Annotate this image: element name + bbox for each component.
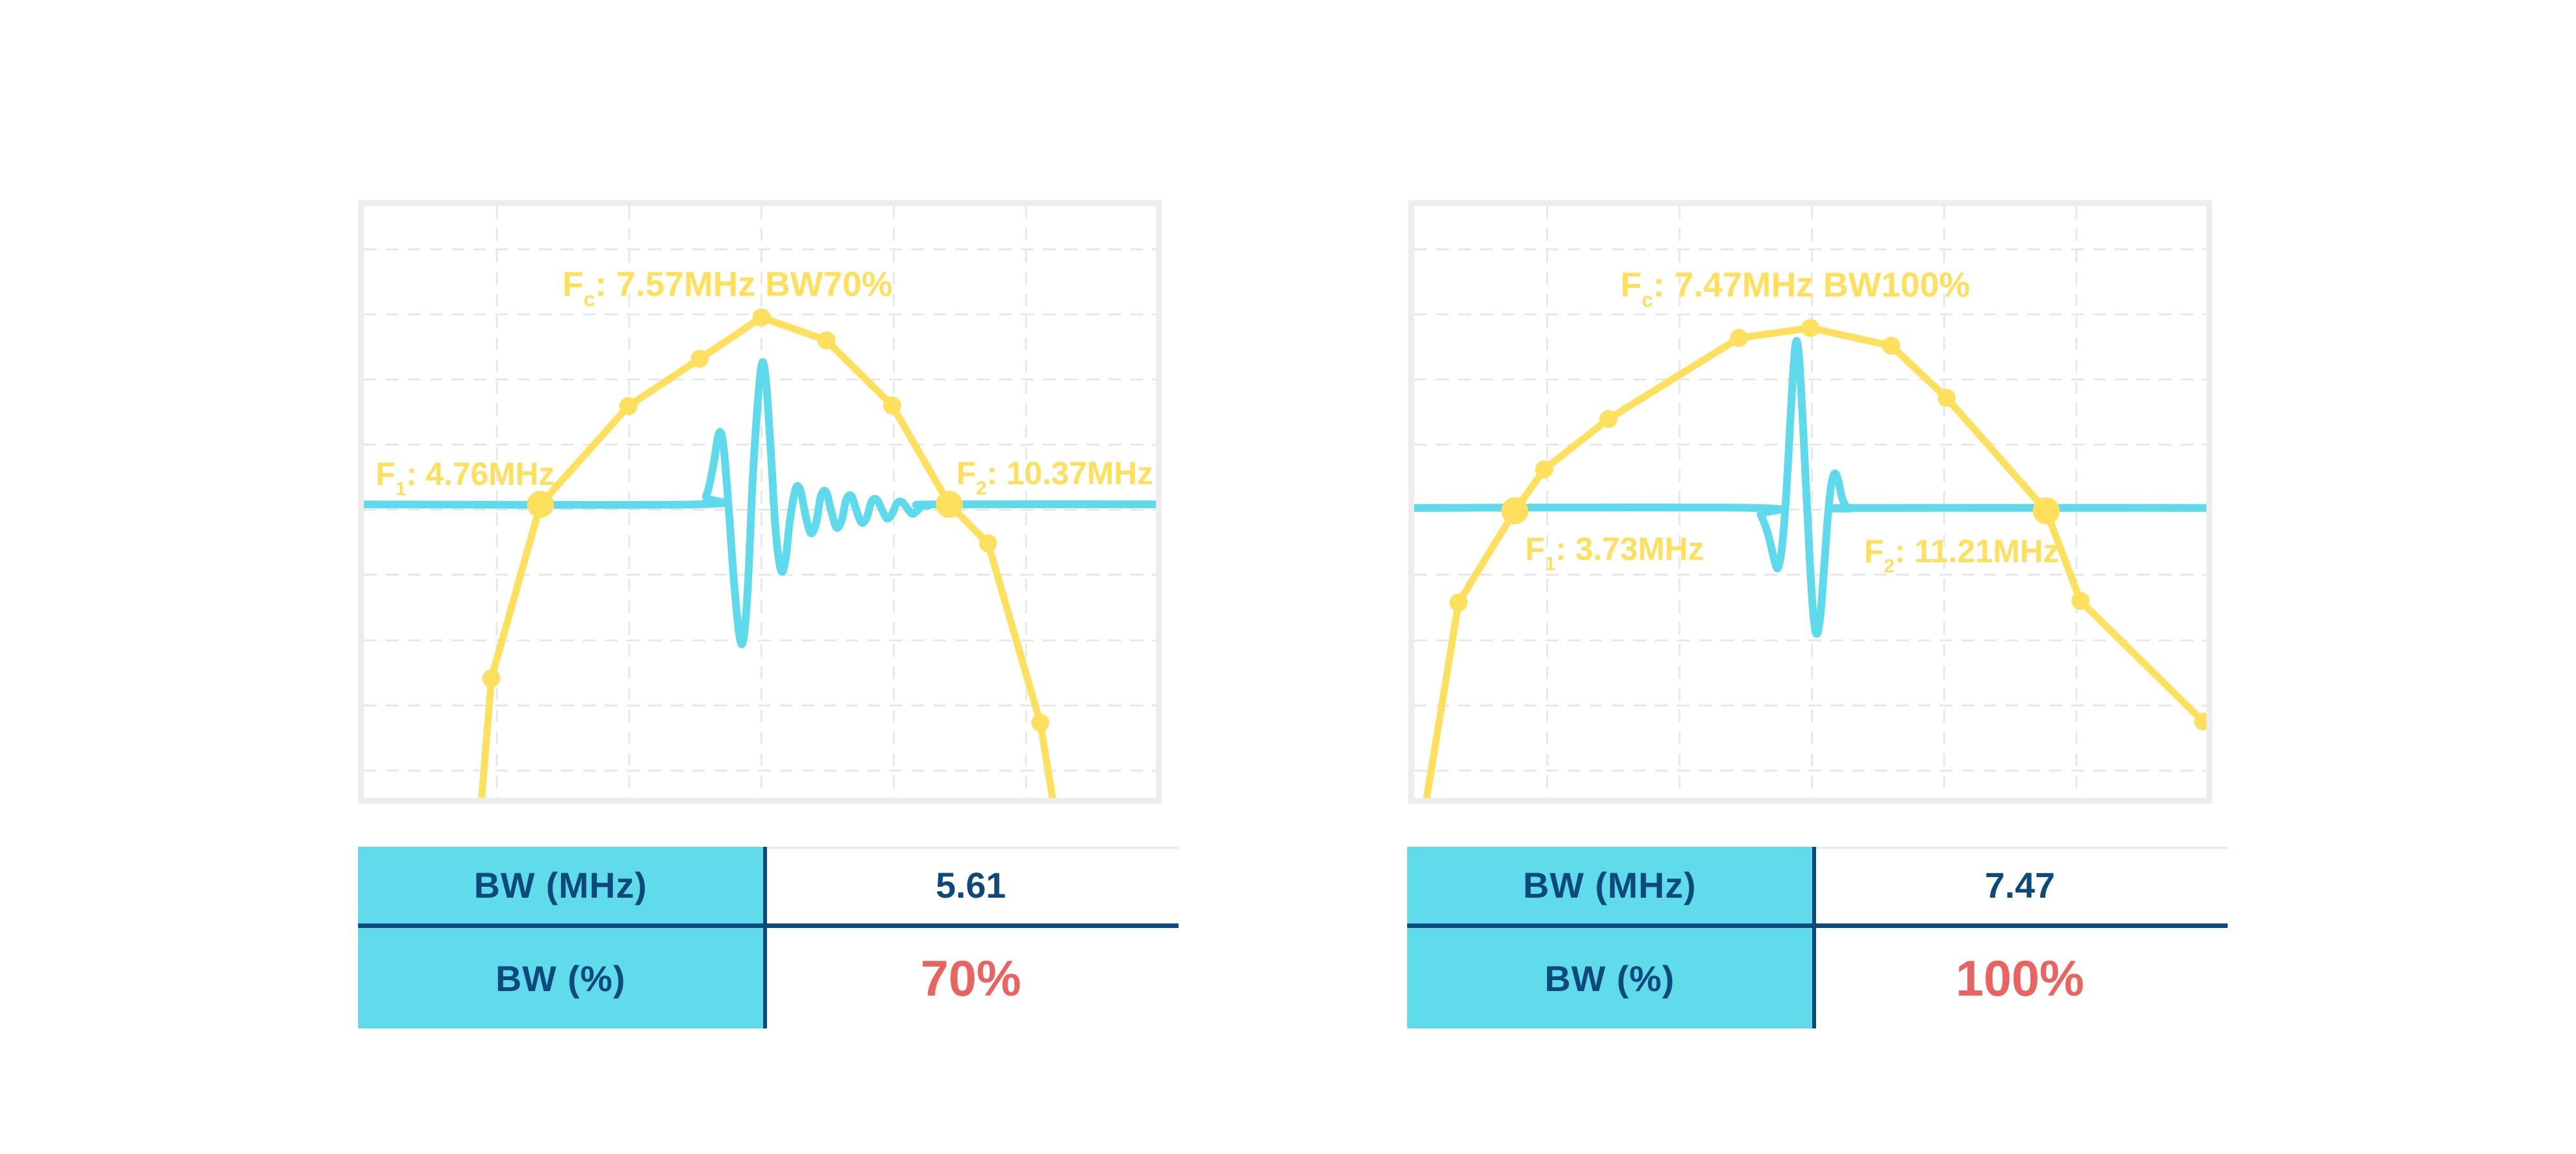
data-point-marker <box>1449 593 1468 612</box>
data-point-marker <box>979 534 998 553</box>
bw-pct-value: 70% <box>920 949 1021 1007</box>
pulse-waveform <box>364 358 1156 648</box>
table-row: BW (MHz) 5.61 <box>358 847 1179 923</box>
table-row-divider <box>358 923 1179 928</box>
data-point-marker <box>1599 410 1618 428</box>
f1-label-chart-0: F1: 4.76MHz <box>375 456 554 500</box>
data-point-marker <box>1730 328 1748 347</box>
data-point-marker <box>619 397 638 415</box>
table-header-cell: BW (MHz) <box>1407 847 1812 923</box>
bandwidth-marker <box>527 491 554 518</box>
bandwidth-table-right: BW (MHz) 7.47 BW (%) 100% <box>1407 847 2228 1028</box>
table-row: BW (%) 70% <box>358 928 1179 1028</box>
table-header-cell: BW (%) <box>358 928 763 1028</box>
bw-pct-value: 100% <box>1955 949 2085 1007</box>
table-value-cell: 7.47 <box>1812 847 2228 923</box>
table-column-divider <box>763 847 767 1028</box>
table-value-cell: 100% <box>1812 928 2228 1028</box>
data-point-marker <box>1535 460 1553 478</box>
table-header-cell: BW (MHz) <box>358 847 763 923</box>
table-row-divider <box>1407 923 2228 928</box>
table-top-rule <box>1816 847 2228 849</box>
bw-pct-label: BW (%) <box>495 958 626 999</box>
bw-mhz-label: BW (MHz) <box>473 865 648 905</box>
spectrum-curve <box>1423 324 2206 798</box>
bandwidth-marker <box>1501 497 1529 525</box>
bw-pct-label: BW (%) <box>1544 958 1675 999</box>
data-point-marker <box>2194 712 2206 731</box>
data-point-marker <box>1937 388 1956 407</box>
data-point-marker <box>2071 592 2090 610</box>
bw-mhz-value: 7.47 <box>1985 865 2055 905</box>
table-value-cell: 5.61 <box>763 847 1179 923</box>
bandwidth-marker <box>2032 497 2060 525</box>
data-point-marker <box>883 396 902 415</box>
data-point-marker <box>482 669 500 688</box>
pulse-waveform <box>1414 337 2206 638</box>
gridlines <box>364 206 1156 798</box>
spectrum-curve <box>478 314 1056 798</box>
bw-mhz-label: BW (MHz) <box>1522 865 1697 905</box>
table-row: BW (%) 100% <box>1407 928 2228 1028</box>
data-point-marker <box>752 308 771 326</box>
f1-label-chart-1: F1: 3.73MHz <box>1525 531 1704 575</box>
data-point-marker <box>1031 714 1050 732</box>
bandwidth-table-left: BW (MHz) 5.61 BW (%) 70% <box>358 847 1179 1028</box>
data-point-marker <box>1801 319 1819 337</box>
bandwidth-marker <box>936 491 963 518</box>
spectrum-chart-right: Fc: 7.47MHz BW100% F1: 3.73MHz F2: 11.21MH… <box>1408 200 2212 804</box>
data-point-marker <box>817 331 836 350</box>
data-point-marker <box>690 350 709 368</box>
table-value-cell: 70% <box>763 928 1179 1028</box>
table-top-rule <box>767 847 1179 849</box>
table-row: BW (MHz) 7.47 <box>1407 847 2228 923</box>
spectrum-chart-left: Fc: 7.57MHz BW70% F1: 4.76MHz F2: 10.37MHz <box>358 200 1162 804</box>
data-point-marker <box>1882 336 1900 355</box>
table-column-divider <box>1812 847 1816 1028</box>
f2-label-chart-1: F2: 11.21MHz <box>1864 533 2060 577</box>
title-chart-1: Fc: 7.47MHz BW100% <box>1620 266 1970 312</box>
bw-mhz-value: 5.61 <box>936 865 1006 905</box>
table-header-cell: BW (%) <box>1407 928 1812 1028</box>
title-chart-0: Fc: 7.57MHz BW70% <box>562 265 893 311</box>
f2-label-chart-0: F2: 10.37MHz <box>956 455 1153 499</box>
